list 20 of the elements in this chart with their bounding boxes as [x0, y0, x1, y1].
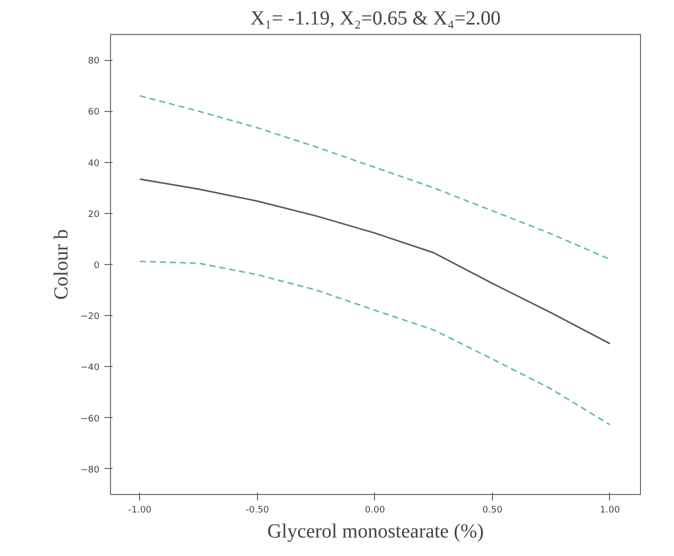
y-tick-label: 80 — [88, 56, 100, 67]
line-series — [139, 95, 611, 260]
y-tick-label: −20 — [80, 312, 100, 322]
y-tick-label: 0 — [94, 261, 100, 271]
x-axis-title: Glycerol monostearate (%) — [267, 520, 484, 542]
x-tick-label: -1.00 — [128, 506, 152, 516]
y-tick-label: −40 — [80, 363, 100, 374]
line-series — [139, 260, 611, 426]
x-tick-label: 0.00 — [364, 506, 386, 516]
y-tick-label: −80 — [80, 465, 100, 476]
x-tick-label: 0.50 — [482, 506, 503, 516]
y-axis-title: Colour b — [50, 229, 73, 300]
y-tick-label: 40 — [88, 158, 100, 169]
x-tick-label: 1.00 — [600, 506, 620, 516]
x-tick-label: -0.50 — [246, 506, 270, 516]
y-tick-label: 60 — [88, 108, 100, 118]
y-tick-label: −60 — [80, 414, 100, 424]
y-tick-label: 20 — [88, 210, 100, 220]
chart-title: X₁= -1.19, X₂=0.65 & X₄=2.00 — [250, 8, 501, 30]
line-series — [139, 178, 611, 344]
